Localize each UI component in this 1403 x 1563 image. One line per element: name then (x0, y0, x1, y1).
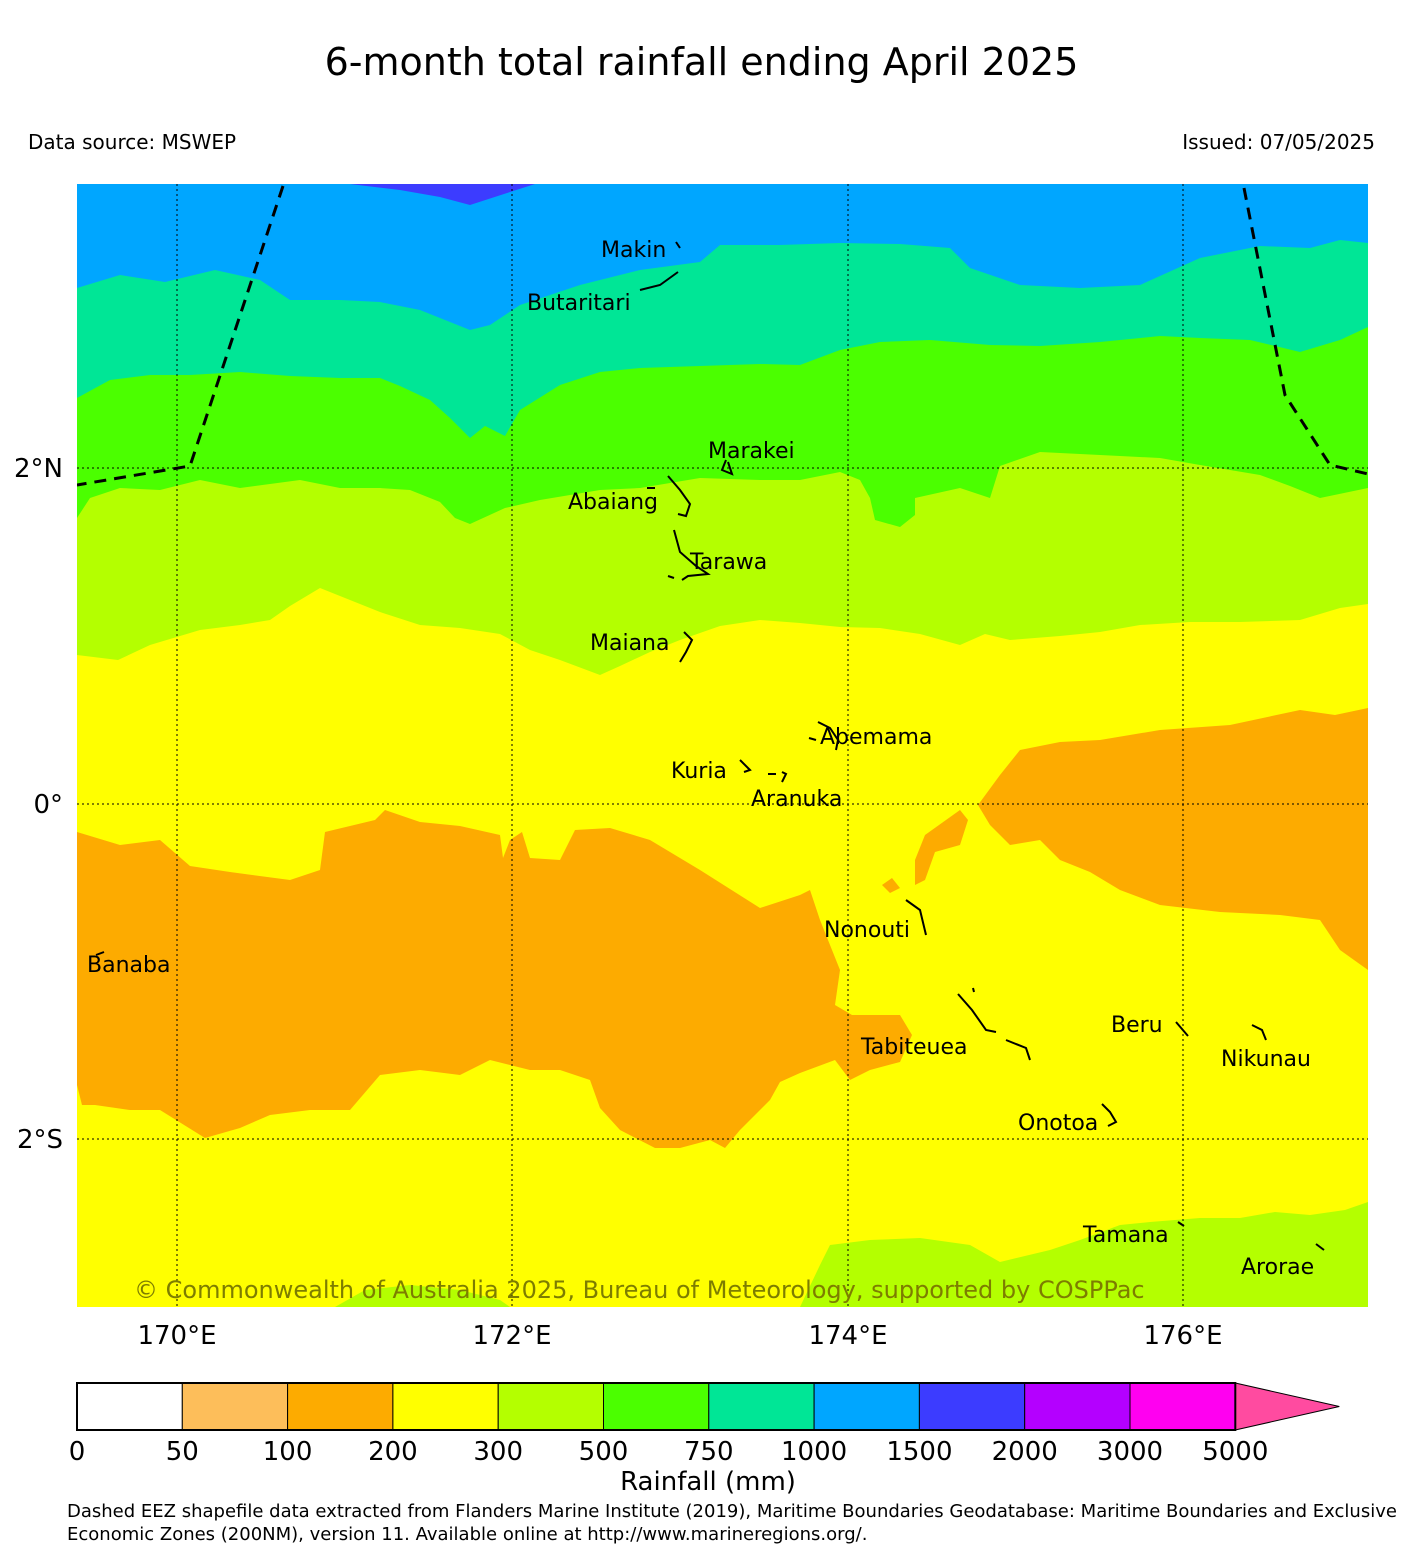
colorbar-tick-label: 50 (166, 1437, 199, 1467)
eez-boundary (77, 185, 1368, 487)
contour-100-200-patch (915, 810, 968, 885)
lon-label-174e: 174°E (808, 1321, 887, 1351)
data-source-label: Data source: MSWEP (28, 130, 237, 154)
place-label-beru: Beru (1111, 1013, 1163, 1038)
contour-100-200-east (978, 708, 1368, 970)
colorbar-tick-label: 200 (368, 1437, 418, 1467)
colorbar-segment-1500-2000 (918, 1382, 1026, 1431)
rainfall-contours: Makin Butaritari Marakei Abaiang Tarawa … (77, 184, 1368, 1307)
place-label-tabiteuea: Tabiteuea (860, 1035, 967, 1060)
place-label-arorae: Arorae (1241, 1255, 1314, 1280)
place-label-marakei: Marakei (708, 439, 795, 464)
colorbar-tick-label: 5000 (1202, 1437, 1268, 1467)
lat-label-2n: 2°N (14, 454, 63, 484)
colorbar-title: Rainfall (mm) (620, 1467, 796, 1497)
colorbar-segment-0-50 (76, 1382, 183, 1431)
colorbar-segment-3000-5000 (1129, 1382, 1236, 1431)
colorbar-segment-100-200 (287, 1382, 394, 1431)
place-label-butaritari: Butaritari (527, 291, 631, 316)
lon-label-170e: 170°E (137, 1321, 216, 1351)
colorbar-tick-label: 500 (579, 1437, 629, 1467)
colorbar-tick-label: 100 (263, 1437, 313, 1467)
lon-label-172e: 172°E (472, 1321, 551, 1351)
colorbar-segment-50-100 (181, 1382, 289, 1431)
place-labels: Makin Butaritari Marakei Abaiang Tarawa … (87, 238, 1314, 1280)
contour-100-200-west (77, 810, 912, 1148)
place-label-tarawa: Tarawa (689, 550, 767, 575)
island-outlines (95, 241, 1325, 1251)
place-label-maiana: Maiana (590, 631, 669, 656)
colorbar-segment-300-500 (497, 1382, 605, 1431)
colorbar-segment-500-750 (603, 1382, 710, 1431)
place-label-nonouti: Nonouti (824, 918, 910, 943)
issued-date-label: Issued: 07/05/2025 (1182, 130, 1375, 154)
colorbar-tick-label: 750 (684, 1437, 734, 1467)
place-label-nikunau: Nikunau (1221, 1047, 1311, 1072)
contour-1500-2000 (350, 184, 535, 205)
colorbar-segment-750-1000 (708, 1382, 815, 1431)
copyright-watermark: © Commonwealth of Australia 2025, Bureau… (134, 1276, 1145, 1304)
colorbar: 0 50 100 200 300 500 750 1000 1500 2000 3000 5000 (69, 1382, 1340, 1467)
place-label-aranuka: Aranuka (751, 787, 842, 812)
place-label-onotoa: Onotoa (1018, 1111, 1098, 1136)
place-label-kuria: Kuria (671, 759, 727, 784)
colorbar-frame (76, 1382, 1237, 1431)
contour-300-500-south (800, 1202, 1368, 1307)
colorbar-tick-label: 3000 (1097, 1437, 1163, 1467)
contour-300-500-south-west (335, 1285, 510, 1307)
colorbar-tick-label: 300 (473, 1437, 523, 1467)
colorbar-segment-200-300 (392, 1382, 499, 1431)
place-label-makin: Makin (601, 238, 666, 263)
colorbar-segment-1000-1500 (813, 1382, 920, 1431)
colorbar-tick-label: 2000 (992, 1437, 1058, 1467)
colorbar-tick-label: 1000 (781, 1437, 847, 1467)
place-label-tamana: Tamana (1082, 1223, 1169, 1248)
lon-label-176e: 176°E (1143, 1321, 1222, 1351)
colorbar-segment-2000-3000 (1024, 1382, 1131, 1431)
place-label-abemama: Abemama (820, 725, 932, 750)
place-label-abaiang: Abaiang (568, 490, 658, 515)
map-title: 6-month total rainfall ending April 2025 (324, 40, 1079, 84)
colorbar-tick-label: 1500 (886, 1437, 952, 1467)
eez-footnote: Dashed EEZ shapefile data extracted from… (67, 1501, 1397, 1545)
lat-label-0: 0° (33, 790, 63, 820)
colorbar-extend-arrow (1234, 1382, 1340, 1431)
lat-label-2s: 2°S (17, 1125, 63, 1155)
colorbar-tick-label: 0 (69, 1437, 86, 1467)
contour-100-200-patch-small (882, 878, 900, 893)
place-label-banaba: Banaba (87, 953, 170, 978)
